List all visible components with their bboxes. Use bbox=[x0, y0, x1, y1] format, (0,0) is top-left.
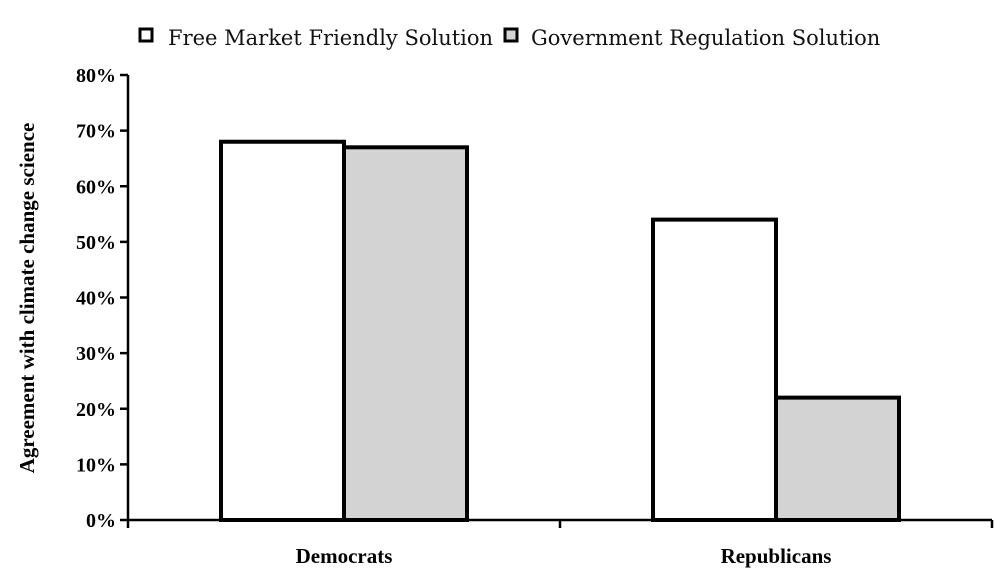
y-tick-label: 60% bbox=[76, 176, 116, 198]
legend-label: Government Regulation Solution bbox=[531, 26, 880, 50]
bar bbox=[342, 145, 469, 522]
legend-swatch bbox=[138, 27, 154, 43]
x-axis: Democrats Republicans bbox=[126, 518, 994, 568]
y-axis-title: Agreement with climate change science bbox=[15, 123, 39, 474]
y-tick-label: 10% bbox=[76, 454, 116, 476]
y-axis: 0% 10% 20% 30% 40% 50% 60% 70% 80% bbox=[76, 65, 130, 532]
bars bbox=[219, 139, 901, 522]
legend-label: Free Market Friendly Solution bbox=[168, 26, 493, 50]
legend-swatch bbox=[503, 27, 519, 43]
y-tick-label: 40% bbox=[76, 288, 116, 310]
y-tick-label: 0% bbox=[86, 510, 116, 532]
bar bbox=[774, 395, 901, 522]
x-category-label: Democrats bbox=[296, 544, 393, 568]
x-category-label: Republicans bbox=[721, 544, 832, 568]
bar bbox=[651, 217, 778, 522]
y-tick-label: 20% bbox=[76, 399, 116, 421]
legend: Free Market Friendly Solution Government … bbox=[138, 26, 880, 50]
y-tick-label: 50% bbox=[76, 232, 116, 254]
bar bbox=[219, 139, 346, 522]
y-tick-label: 70% bbox=[76, 121, 116, 143]
y-tick-label: 30% bbox=[76, 343, 116, 365]
y-tick-label: 80% bbox=[76, 65, 116, 87]
